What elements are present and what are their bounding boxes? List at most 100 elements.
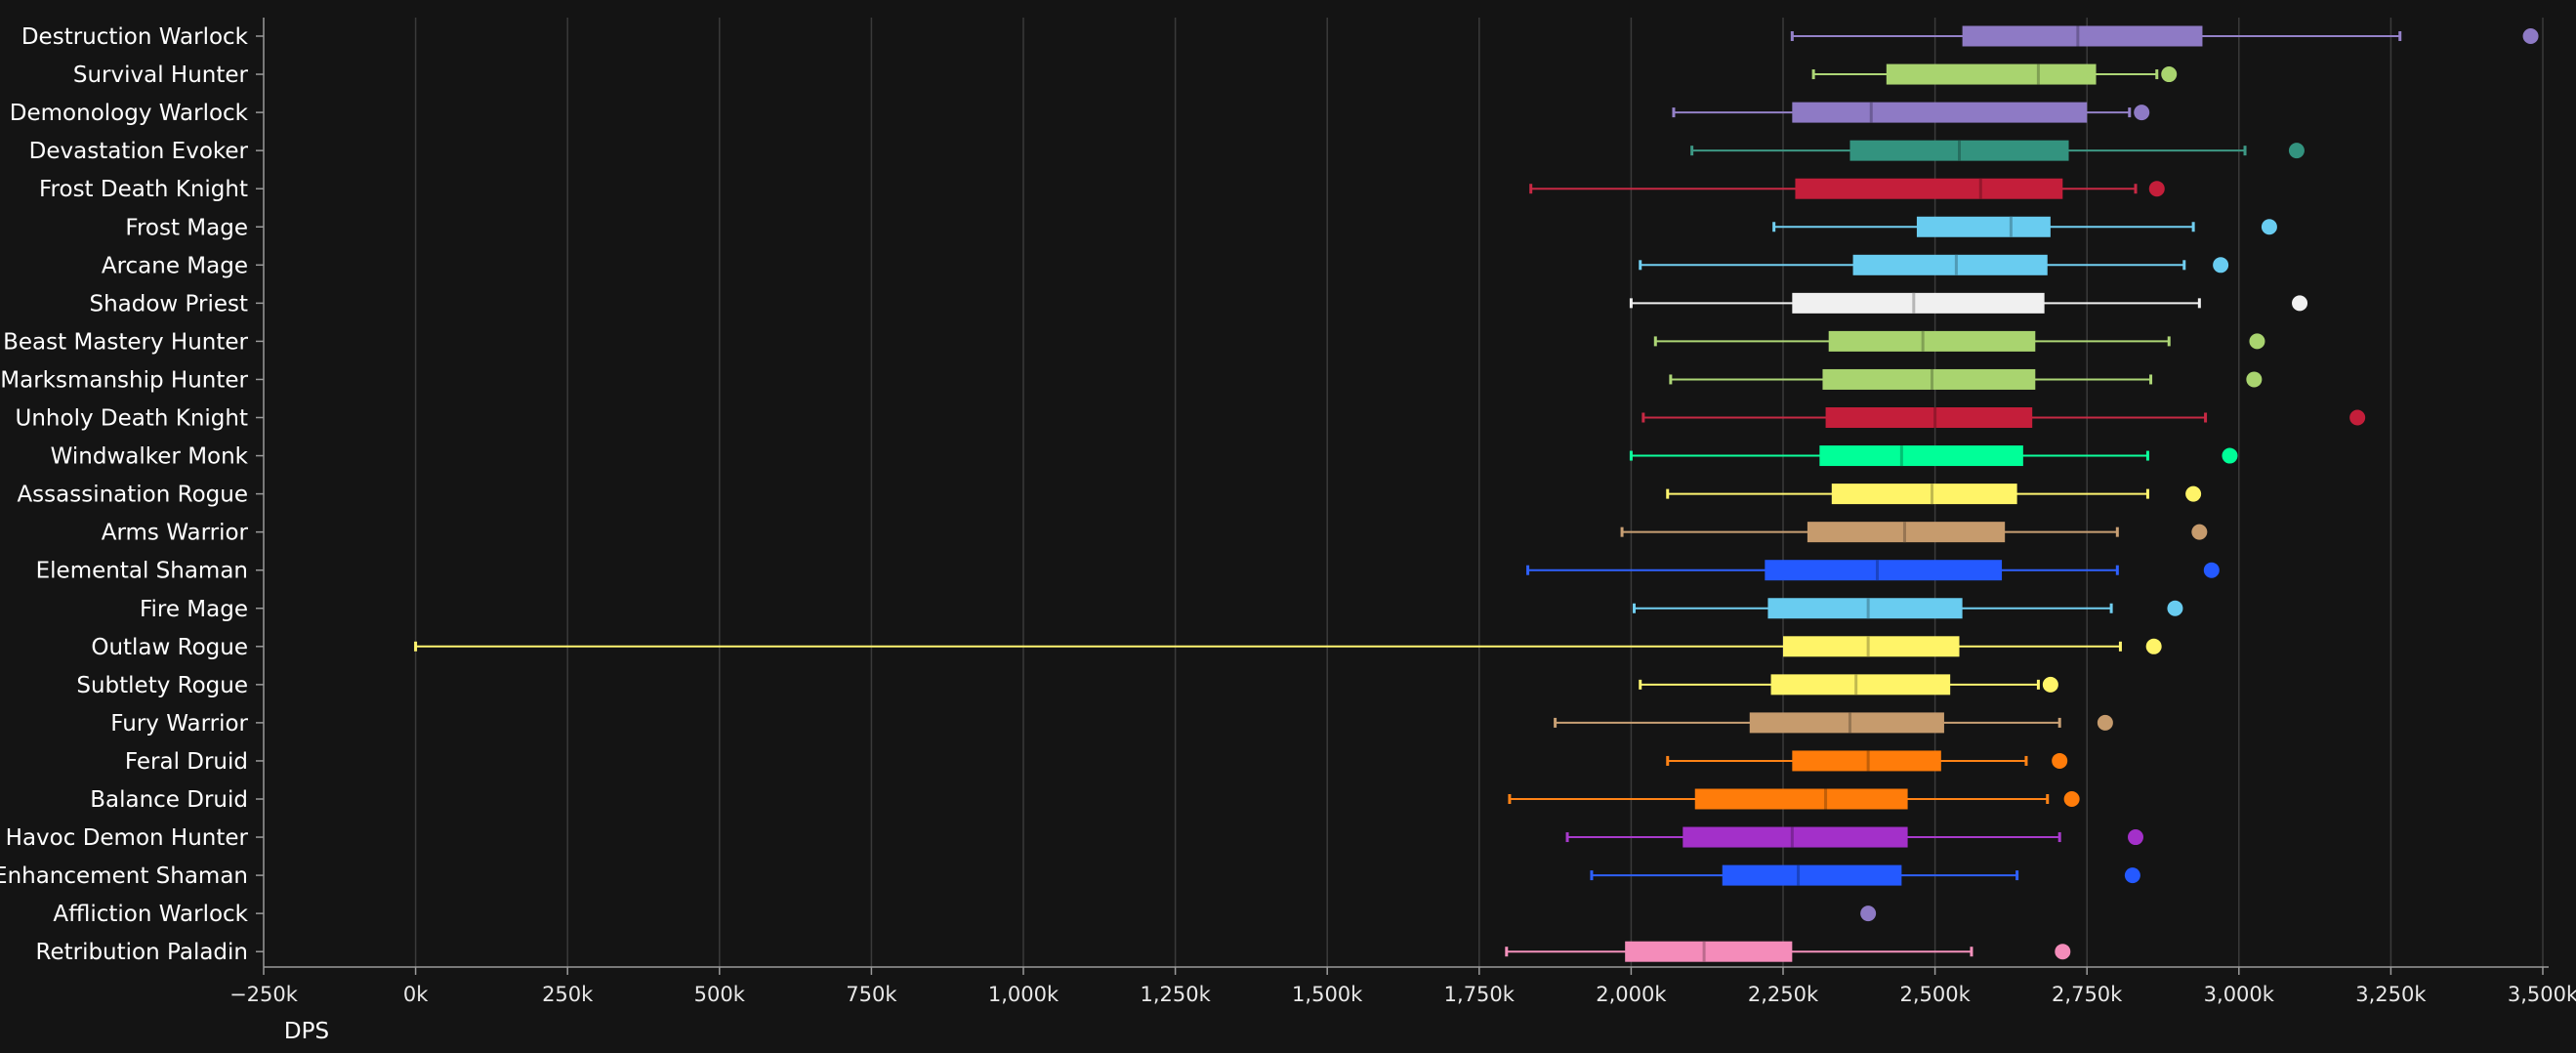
category-label: Subtlety Rogue xyxy=(76,673,248,698)
box-row xyxy=(1529,178,2165,199)
iqr-box xyxy=(1822,368,2036,390)
outlier-point xyxy=(2185,485,2202,502)
iqr-box xyxy=(1819,445,2023,467)
iqr-box xyxy=(1749,712,1944,734)
box-row xyxy=(1641,407,2366,428)
box-row xyxy=(1669,368,2263,390)
box-row xyxy=(1690,140,2305,161)
outlier-point xyxy=(2222,447,2238,464)
x-tick-label: 3,250k xyxy=(2355,983,2427,1006)
x-tick-label: −250k xyxy=(229,983,299,1006)
outlier-point xyxy=(2261,219,2277,235)
x-tick-label: 250k xyxy=(542,983,594,1006)
category-label: Havoc Demon Hunter xyxy=(6,825,249,851)
x-tick-label: 2,500k xyxy=(1899,983,1971,1006)
category-label: Frost Mage xyxy=(125,215,248,240)
outlier-point xyxy=(2288,143,2305,159)
iqr-box xyxy=(1683,826,1908,848)
x-tick-label: 2,750k xyxy=(2052,983,2123,1006)
category-label: Retribution Paladin xyxy=(36,940,249,965)
outlier-point xyxy=(2246,371,2263,388)
iqr-box xyxy=(1694,788,1908,810)
category-label: Elemental Shaman xyxy=(36,559,248,584)
category-label: Fire Mage xyxy=(140,597,248,622)
outlier-point xyxy=(2127,829,2143,846)
category-label: Windwalker Monk xyxy=(51,444,249,470)
category-label: Demonology Warlock xyxy=(10,101,249,126)
category-label: Assassination Rogue xyxy=(17,483,248,508)
box-row xyxy=(1639,254,2229,275)
category-label: Outlaw Rogue xyxy=(91,635,248,660)
category-label: Fury Warrior xyxy=(110,711,248,737)
box-row xyxy=(1508,788,2080,810)
box-row xyxy=(1620,522,2208,543)
iqr-box xyxy=(1807,522,2006,543)
x-tick-label: 500k xyxy=(694,983,746,1006)
x-tick-label: 0k xyxy=(403,983,429,1006)
iqr-box xyxy=(1825,407,2033,428)
box-row xyxy=(1526,560,2220,581)
iqr-box xyxy=(1765,560,2003,581)
outlier-point xyxy=(2191,524,2208,540)
iqr-box xyxy=(1916,216,2051,237)
outlier-point xyxy=(1860,906,1877,922)
box-row xyxy=(1629,445,2238,467)
x-tick-label: 1,500k xyxy=(1292,983,1363,1006)
x-tick-label: 1,750k xyxy=(1444,983,1516,1006)
category-label: Devastation Evoker xyxy=(29,139,249,164)
outlier-point xyxy=(2055,944,2071,960)
category-label: Beast Mastery Hunter xyxy=(3,329,248,355)
box-row xyxy=(1666,750,2068,772)
iqr-box xyxy=(1783,636,1960,657)
category-label: Survival Hunter xyxy=(73,63,249,88)
box-row xyxy=(1633,598,2183,619)
category-label: Feral Druid xyxy=(125,749,248,775)
box-row xyxy=(1639,674,2058,695)
category-label: Arcane Mage xyxy=(102,253,248,278)
x-tick-label: 2,000k xyxy=(1596,983,1667,1006)
category-label: Shadow Priest xyxy=(89,291,248,316)
outlier-point xyxy=(2052,752,2068,769)
outlier-point xyxy=(2134,105,2150,121)
x-axis-title: DPS xyxy=(284,1019,329,1044)
outlier-point xyxy=(2249,333,2265,350)
category-label: Destruction Warlock xyxy=(21,24,249,50)
outlier-point xyxy=(2148,181,2165,197)
box-row xyxy=(1653,330,2265,352)
iqr-box xyxy=(1795,178,2063,199)
outlier-point xyxy=(2161,66,2178,83)
iqr-box xyxy=(1792,102,2088,123)
outlier-point xyxy=(2292,295,2308,312)
outlier-point xyxy=(2124,867,2140,884)
outlier-point xyxy=(2522,28,2539,44)
category-label: Frost Death Knight xyxy=(39,177,248,202)
box-row xyxy=(1860,906,1877,922)
box-row xyxy=(1505,941,2071,962)
x-tick-label: 1,000k xyxy=(988,983,1059,1006)
box-row xyxy=(1590,864,2140,886)
x-tick-label: 3,500k xyxy=(2508,983,2576,1006)
category-label: Arms Warrior xyxy=(102,521,249,546)
gridlines xyxy=(414,18,2544,967)
x-tick-label: 750k xyxy=(846,983,897,1006)
outlier-point xyxy=(2042,676,2058,693)
box-row xyxy=(1772,216,2277,237)
category-label: Unholy Death Knight xyxy=(16,406,248,432)
iqr-box xyxy=(1792,292,2045,314)
outlier-point xyxy=(2167,600,2183,616)
iqr-box xyxy=(1625,941,1793,962)
outlier-point xyxy=(2097,714,2113,731)
outlier-point xyxy=(2145,638,2162,654)
box-row xyxy=(1565,826,2143,848)
box-row xyxy=(1811,63,2178,85)
iqr-box xyxy=(1828,330,2036,352)
box-row xyxy=(1554,712,2113,734)
iqr-box xyxy=(1852,254,2048,275)
iqr-box xyxy=(1962,25,2203,47)
axes xyxy=(256,18,2549,975)
box-series xyxy=(414,25,2539,962)
box-row xyxy=(1629,292,2308,314)
iqr-box xyxy=(1792,750,1941,772)
box-row xyxy=(1672,102,2150,123)
